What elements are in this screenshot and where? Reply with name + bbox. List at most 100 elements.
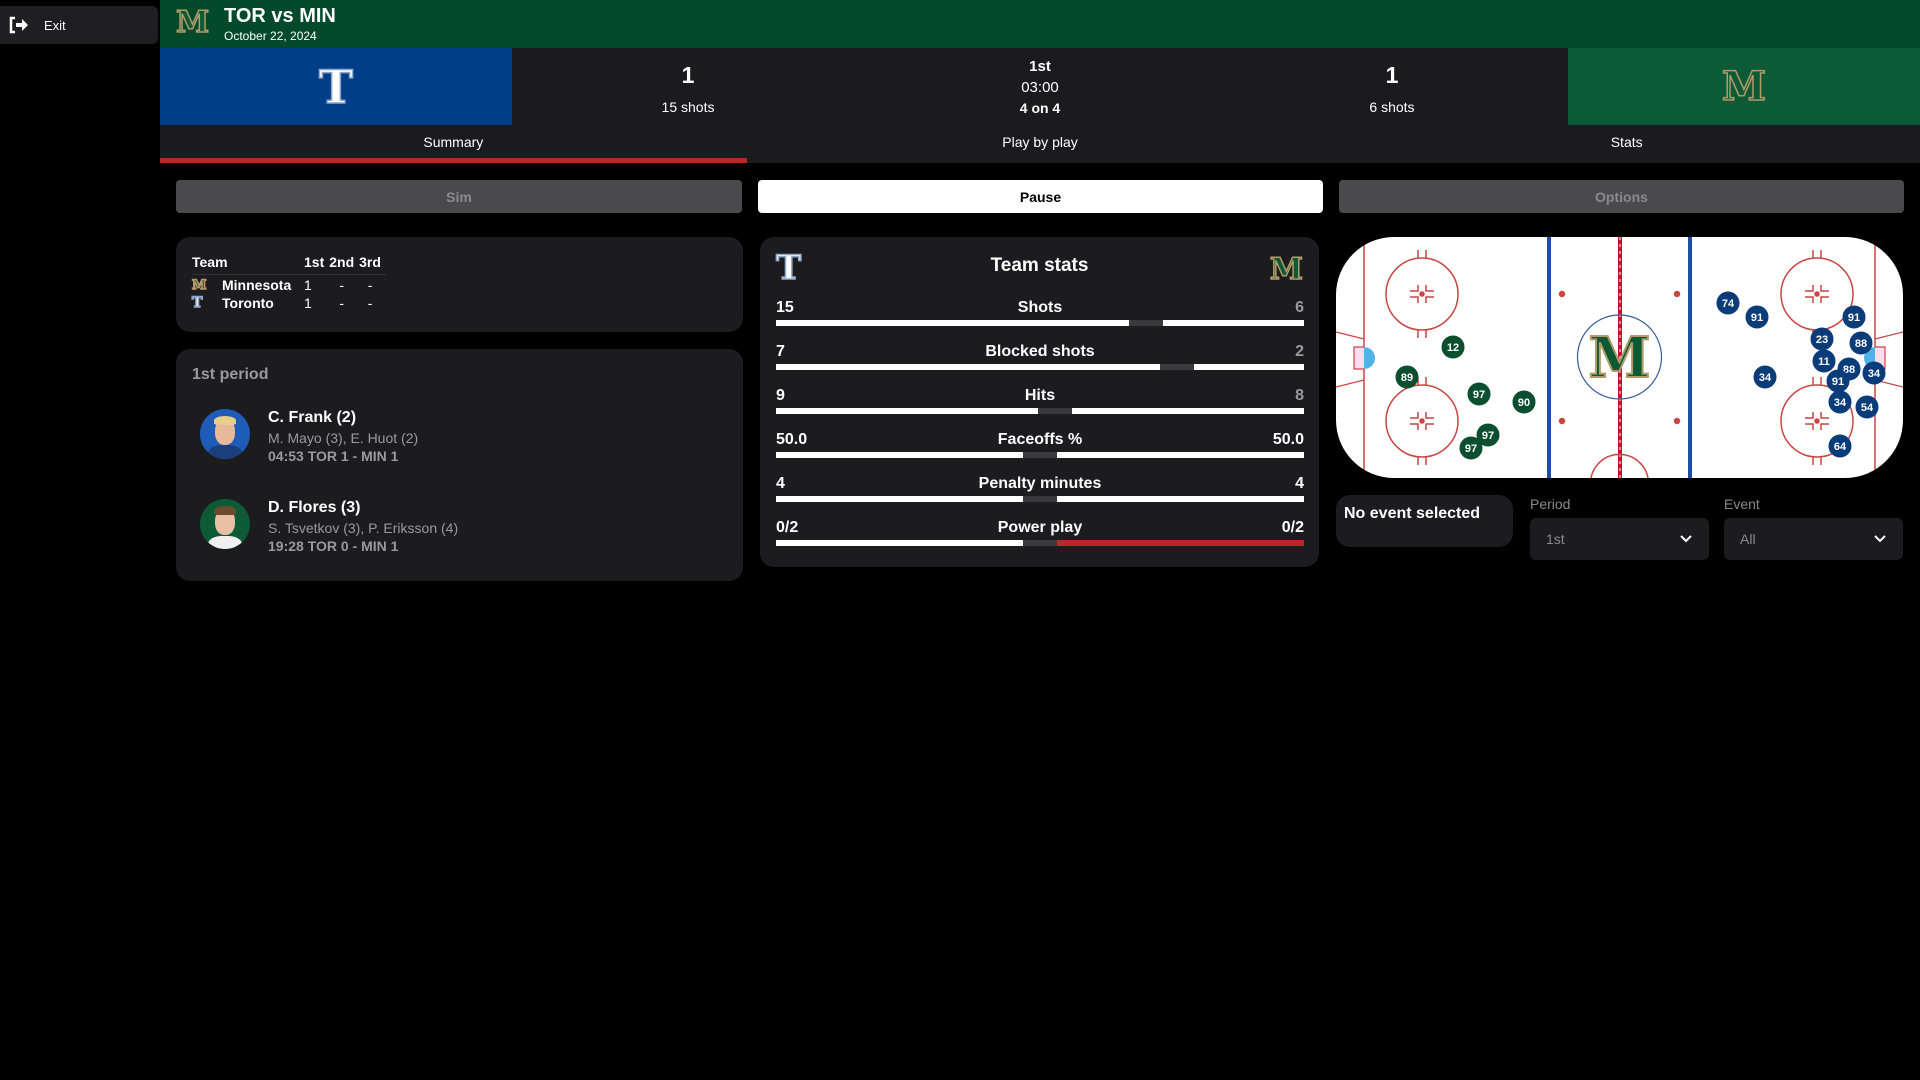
shot-marker-dot[interactable] xyxy=(1467,382,1491,406)
shot-marker[interactable]: 89 xyxy=(1395,365,1419,389)
shot-marker-dot[interactable] xyxy=(1459,436,1483,460)
shot-marker-dot[interactable] xyxy=(1716,291,1740,315)
shot-marker[interactable]: 54 xyxy=(1855,395,1879,419)
shot-marker-number: 34 xyxy=(1759,372,1772,384)
shot-marker[interactable]: 91 xyxy=(1842,305,1866,329)
stat-left-value: 50.0 xyxy=(776,431,808,448)
shot-marker[interactable]: 34 xyxy=(1753,365,1777,389)
pause-button[interactable]: Pause xyxy=(758,180,1323,213)
shot-marker-number: 23 xyxy=(1816,334,1828,346)
shot-marker[interactable]: 97 xyxy=(1476,423,1500,447)
shot-marker-dot[interactable] xyxy=(1395,365,1419,389)
stat-row: 0/2 Power play 0/2 xyxy=(776,519,1304,559)
stat-row: 4 Penalty minutes 4 xyxy=(776,475,1304,515)
shot-marker-number: 90 xyxy=(1518,397,1530,409)
options-button[interactable]: Options xyxy=(1339,180,1904,213)
shot-marker[interactable]: 34 xyxy=(1862,361,1886,385)
stat-bar-right xyxy=(1071,408,1304,414)
goal-scorer: C. Frank (2) xyxy=(268,409,357,426)
shot-marker[interactable]: 11 xyxy=(1812,349,1836,373)
event-filter-label: Event xyxy=(1724,496,1760,512)
tab-stats[interactable]: Stats xyxy=(1610,134,1643,150)
period-score-table: Team 1st 2nd 3rd M Minnesota 1 - - T Tor… xyxy=(191,254,386,311)
strength: 4 on 4 xyxy=(1019,100,1061,116)
col-1st: 1st xyxy=(304,254,330,275)
shot-marker[interactable]: 97 xyxy=(1459,436,1483,460)
shot-marker[interactable]: 88 xyxy=(1849,331,1873,355)
shot-marker-number: 11 xyxy=(1818,356,1830,368)
stat-left-value: 15 xyxy=(776,299,794,316)
shot-marker-dot[interactable] xyxy=(1512,390,1536,414)
goals-card: 1st period C. Frank (2) M. Mayo (3), E. … xyxy=(176,349,743,581)
tab-play-by-play[interactable]: Play by play xyxy=(1002,134,1078,150)
shot-marker-dot[interactable] xyxy=(1812,349,1836,373)
p2: - xyxy=(339,277,345,293)
minnesota-panel: M xyxy=(1568,48,1920,125)
shot-marker[interactable]: 34 xyxy=(1828,390,1852,414)
stat-bar-left xyxy=(776,320,1129,326)
stat-bar-right xyxy=(1057,540,1304,546)
stat-bar-left xyxy=(776,364,1161,370)
shot-marker[interactable]: 91 xyxy=(1745,305,1769,329)
period-select-value: 1st xyxy=(1546,531,1565,547)
stat-bar-gap xyxy=(1023,496,1057,502)
toronto-logo: T xyxy=(191,295,203,311)
clock: 03:00 xyxy=(1021,79,1059,96)
stat-label: Hits xyxy=(1024,387,1056,404)
shot-marker-dot[interactable] xyxy=(1862,361,1886,385)
shot-marker-dot[interactable] xyxy=(1476,423,1500,447)
shot-marker[interactable]: 74 xyxy=(1716,291,1740,315)
home-goals: 1 xyxy=(681,62,695,88)
shot-marker-dot[interactable] xyxy=(1849,331,1873,355)
minnesota-logo: M xyxy=(175,5,210,40)
shot-marker[interactable]: 97 xyxy=(1467,382,1491,406)
shot-marker-number: 91 xyxy=(1832,376,1844,388)
shot-map[interactable]: M 12 89 97 90 97 97 74 91 91 23 88 11 88 34 34 91 34 54 64 xyxy=(1336,237,1903,478)
shot-marker[interactable]: 64 xyxy=(1828,434,1852,458)
period-select[interactable]: 1st xyxy=(1530,518,1709,560)
shot-marker-dot[interactable] xyxy=(1855,395,1879,419)
scoreboard: 1 15 shots 1st 03:00 4 on 4 1 6 shots xyxy=(512,48,1568,125)
goal-item[interactable]: C. Frank (2) M. Mayo (3), E. Huot (2) 04… xyxy=(200,409,418,464)
stat-right-value: 6 xyxy=(1295,299,1304,316)
goal-item[interactable]: D. Flores (3) S. Tsvetkov (3), P. Erikss… xyxy=(200,499,458,554)
shot-marker-dot[interactable] xyxy=(1745,305,1769,329)
stat-bar-left xyxy=(776,408,1038,414)
home-shots: 15 shots xyxy=(661,99,715,115)
game-title: TOR vs MIN xyxy=(224,5,336,27)
center-ice-logo: M xyxy=(1589,325,1651,391)
stat-right-value: 0/2 xyxy=(1281,519,1304,536)
away-goals: 1 xyxy=(1385,62,1399,88)
p1: 1 xyxy=(304,295,312,311)
shot-marker[interactable]: 90 xyxy=(1512,390,1536,414)
period-filter-label: Period xyxy=(1530,496,1571,512)
toronto-logo: T xyxy=(775,248,802,288)
event-select[interactable]: All xyxy=(1724,518,1903,560)
tab-summary[interactable]: Summary xyxy=(160,125,747,163)
p2: - xyxy=(339,295,345,311)
exit-button[interactable]: Exit xyxy=(0,6,158,44)
tab-bar: Summary Play by play Stats xyxy=(160,125,1920,163)
shot-marker-dot[interactable] xyxy=(1828,434,1852,458)
stat-bar-gap xyxy=(1023,452,1057,458)
sim-button[interactable]: Sim xyxy=(176,180,742,213)
stat-bar-gap xyxy=(1160,364,1195,370)
shot-marker-dot[interactable] xyxy=(1753,365,1777,389)
stat-row: 50.0 Faceoffs % 50.0 xyxy=(776,431,1304,471)
sign-out-icon xyxy=(9,16,28,34)
shot-marker-dot[interactable] xyxy=(1842,305,1866,329)
exit-label: Exit xyxy=(44,17,66,33)
shot-marker[interactable]: 12 xyxy=(1441,335,1465,359)
game-header: M TOR vs MIN October 22, 2024 xyxy=(160,0,1920,48)
stat-bar-left xyxy=(776,496,1023,502)
toronto-logo: T xyxy=(318,59,354,114)
stat-label: Faceoffs % xyxy=(997,431,1083,448)
shot-marker-dot[interactable] xyxy=(1828,390,1852,414)
stat-label: Power play xyxy=(997,519,1083,536)
shot-marker[interactable]: 23 xyxy=(1810,327,1834,351)
event-select-value: All xyxy=(1740,531,1756,547)
shot-marker-number: 97 xyxy=(1473,389,1485,401)
shot-marker[interactable]: 91 xyxy=(1826,369,1850,393)
shot-marker-dot[interactable] xyxy=(1441,335,1465,359)
event-detail: No event selected xyxy=(1336,495,1513,547)
